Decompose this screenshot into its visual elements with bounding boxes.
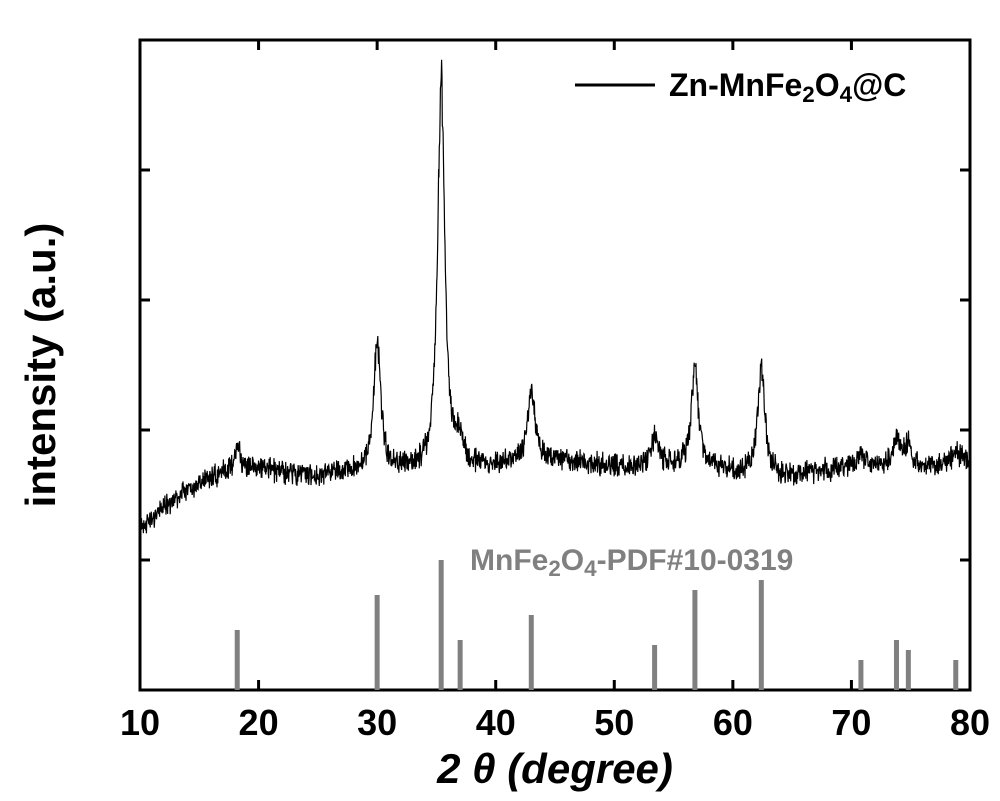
svg-text:MnFe2O4-PDF#10-0319: MnFe2O4-PDF#10-0319	[470, 544, 793, 581]
xrd-chart-container: 10 20 30 40 50 60 70 80 Zn-MnFe2O4@C MnFe2O4-PDF#…	[0, 0, 1000, 801]
svg-text:70: 70	[831, 702, 871, 743]
svg-text:10: 10	[120, 702, 160, 743]
svg-text:Zn-MnFe2O4@C: Zn-MnFe2O4@C	[669, 67, 906, 107]
svg-text:intensity (a.u.): intensity (a.u.)	[17, 223, 64, 508]
xrd-chart-svg: 10 20 30 40 50 60 70 80 Zn-MnFe2O4@C MnFe2O4-PDF#…	[0, 0, 1000, 801]
svg-text:30: 30	[357, 702, 397, 743]
svg-text:80: 80	[950, 702, 990, 743]
svg-text:60: 60	[713, 702, 753, 743]
svg-text:40: 40	[476, 702, 516, 743]
svg-text:2 θ (degree): 2 θ (degree)	[436, 745, 673, 792]
svg-text:50: 50	[594, 702, 634, 743]
svg-text:20: 20	[239, 702, 279, 743]
